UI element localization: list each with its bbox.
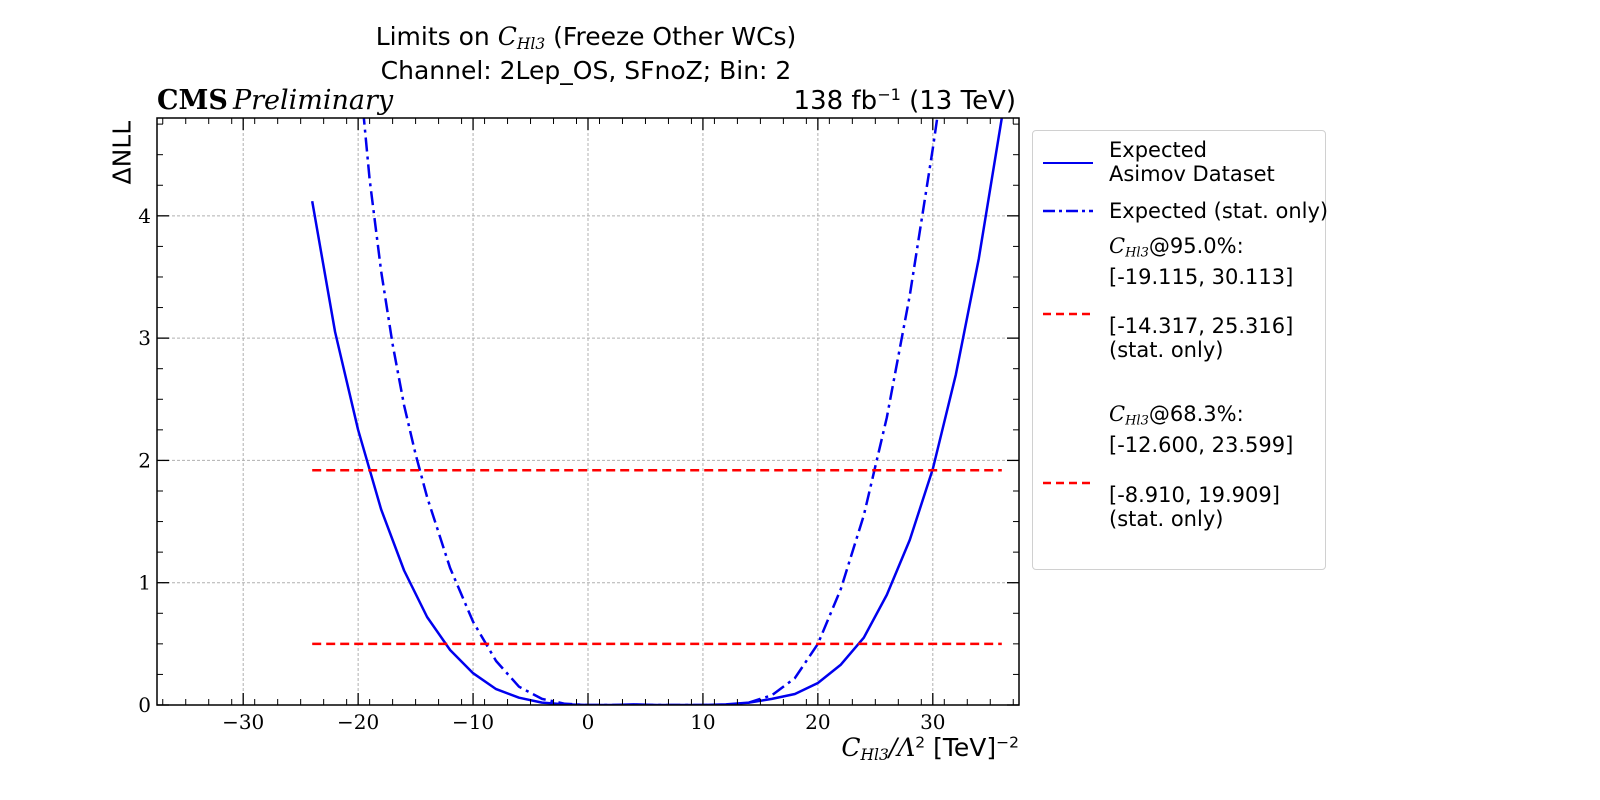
cms-label: CMS Preliminary: [157, 85, 394, 116]
x-tick-label: −30: [222, 710, 264, 734]
legend-swatch-expected: [1043, 162, 1093, 164]
y-tick-label: 2: [138, 448, 151, 472]
y-tick-label: 3: [138, 326, 151, 350]
x-tick-label: 30: [920, 710, 945, 734]
x-tick-label: −20: [337, 710, 379, 734]
plot-frame: [156, 117, 1020, 706]
chart-subtitle: Channel: 2Lep_OS, SFnoZ; Bin: 2: [380, 56, 792, 85]
legend-ci68-header: CHl3@68.3%: [-12.600, 23.599]: [1109, 402, 1294, 458]
legend-label-stat-only: Expected (stat. only): [1109, 199, 1329, 223]
legend-swatch-stat-only: [1043, 209, 1093, 213]
legend-ci95-stat: [-14.317, 25.316] (stat. only): [1109, 314, 1294, 362]
x-axis-label: CHl3/Λ2 [TeV]−2: [841, 733, 1019, 764]
x-tick-label: 20: [805, 710, 830, 734]
y-tick-label: 4: [138, 204, 151, 228]
legend: Expected Asimov Dataset Expected (stat. …: [1032, 130, 1329, 570]
series-line-1: [362, 118, 939, 705]
y-tick-label: 0: [138, 693, 151, 717]
legend-label-expected: Expected Asimov Dataset: [1109, 138, 1275, 186]
chart-title: Limits on CHl3 (Freeze Other WCs): [375, 22, 797, 53]
x-tick-label: 10: [690, 710, 715, 734]
legend-swatch-ci95: [1043, 312, 1093, 316]
y-tick-label: 1: [138, 571, 151, 595]
lumi-label: 138 fb−1 (13 TeV): [793, 85, 1016, 116]
legend-swatch-ci68: [1043, 481, 1093, 485]
x-tick-label: −10: [452, 710, 494, 734]
series-line-0: [310, 118, 1004, 705]
legend-ci95-header: CHl3@95.0%: [-19.115, 30.113]: [1109, 234, 1294, 290]
legend-ci68-stat: [-8.910, 19.909] (stat. only): [1109, 483, 1280, 531]
x-tick-label: 0: [582, 710, 595, 734]
